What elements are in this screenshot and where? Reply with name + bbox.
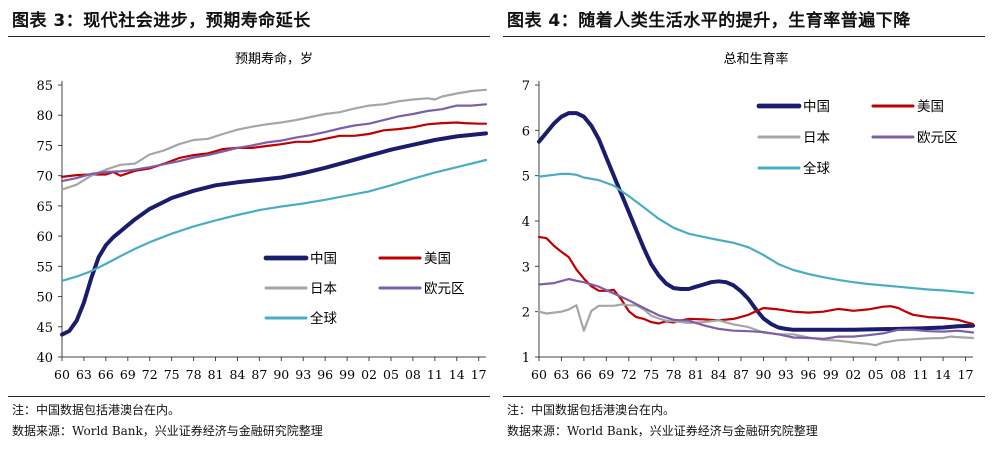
x-tick-label: 72 xyxy=(621,367,637,382)
legend-label: 日本 xyxy=(310,281,337,297)
y-tick-label: 1 xyxy=(522,351,530,366)
series-line-欧元区 xyxy=(60,103,488,183)
y-tick-label: 3 xyxy=(522,260,530,275)
x-tick-label: 75 xyxy=(164,367,180,382)
y-tick-label: 55 xyxy=(36,260,53,275)
y-tick-label: 45 xyxy=(36,321,53,336)
x-tick-label: 72 xyxy=(142,367,158,382)
y-tick-label: 4 xyxy=(522,215,530,230)
x-tick-label: 14 xyxy=(449,367,465,382)
x-tick-label: 05 xyxy=(868,367,884,382)
chart-title: 总和生育率 xyxy=(723,51,788,67)
x-tick-label: 08 xyxy=(405,367,421,382)
series-line-美国 xyxy=(537,235,975,325)
x-tick-label: 99 xyxy=(339,367,355,382)
y-tick-label: 50 xyxy=(36,291,53,306)
x-tick-label: 60 xyxy=(54,367,70,382)
y-tick-label: 60 xyxy=(36,230,53,245)
x-tick-label: 90 xyxy=(273,367,289,382)
figure-panel-fertility-rate: 图表 4：随着人类生活水平的提升，生育率普遍下降 总和生育率 1 2 3 4 5 6 7 60 6… xyxy=(503,0,985,451)
x-tick-label: 08 xyxy=(890,367,906,382)
legend-label: 中国 xyxy=(310,251,337,267)
y-tick-label: 70 xyxy=(36,170,53,185)
y-tick-label: 5 xyxy=(522,170,530,185)
x-tick-label: 02 xyxy=(845,367,861,382)
legend-label: 美国 xyxy=(424,251,451,267)
x-tick-label: 66 xyxy=(98,367,114,382)
series-line-美国 xyxy=(60,121,488,178)
notes: 注：中国数据包括港澳台在内。 数据来源：World Bank，兴业证券经济与金融… xyxy=(507,400,818,442)
x-tick-label: 96 xyxy=(317,367,333,382)
chart-title: 预期寿命，岁 xyxy=(235,51,313,67)
x-tick-label: 90 xyxy=(756,367,772,382)
y-tick-label: 75 xyxy=(36,139,53,154)
life-expectancy-chart: 预期寿命，岁 40 45 50 55 60 65 70 75 80 85 60 63 66 69 72 75 78… xyxy=(36,51,488,382)
y-tick-label: 6 xyxy=(522,124,530,139)
x-tick-label: 63 xyxy=(76,367,92,382)
y-tick-label: 85 xyxy=(36,79,53,94)
y-tick-label: 80 xyxy=(36,109,53,124)
series-line-中国 xyxy=(537,111,975,332)
x-tick-label: 99 xyxy=(823,367,839,382)
x-tick-label: 17 xyxy=(958,367,974,382)
x-tick-label: 14 xyxy=(935,367,951,382)
x-tick-label: 75 xyxy=(643,367,659,382)
figure-title: 图表 3：现代社会进步，预期寿命延长 xyxy=(12,11,311,31)
y-tick-label: 40 xyxy=(36,351,53,366)
notes-rule xyxy=(503,396,985,397)
legend-label: 全球 xyxy=(310,310,337,327)
series-line-全球 xyxy=(60,158,488,282)
y-tick-label: 2 xyxy=(522,306,530,321)
note-line: 注：中国数据包括港澳台在内。 xyxy=(12,403,181,417)
series-line-全球 xyxy=(537,172,975,295)
title-rule xyxy=(503,36,985,37)
figure-panel-life-expectancy: 图表 3：现代社会进步，预期寿命延长 预期寿命，岁 40 45 50 55 60 65 70 7… xyxy=(8,0,490,451)
legend-label: 日本 xyxy=(803,130,831,146)
note-line: 注：中国数据包括港澳台在内。 xyxy=(507,403,676,417)
x-tick-label: 11 xyxy=(913,367,929,382)
y-tick-label: 7 xyxy=(522,79,530,94)
legend-label: 中国 xyxy=(803,99,830,115)
figure-title: 图表 4：随着人类生活水平的提升，生育率普遍下降 xyxy=(507,11,911,31)
x-tick-label: 96 xyxy=(800,367,816,382)
legend-label: 全球 xyxy=(803,160,831,177)
series-line-欧元区 xyxy=(537,277,975,340)
x-tick-label: 02 xyxy=(361,367,377,382)
series-line-日本 xyxy=(60,88,488,191)
series-line-中国 xyxy=(60,131,488,337)
x-tick-label: 63 xyxy=(553,367,569,382)
x-tick-label: 84 xyxy=(711,367,727,382)
x-tick-label: 78 xyxy=(186,367,202,382)
x-tick-label: 78 xyxy=(666,367,682,382)
notes: 注：中国数据包括港澳台在内。 数据来源：World Bank，兴业证券经济与金融… xyxy=(12,400,323,442)
x-tick-label: 93 xyxy=(295,367,311,382)
x-tick-label: 17 xyxy=(471,367,487,382)
legend-label: 美国 xyxy=(917,99,944,115)
legend-label: 欧元区 xyxy=(917,130,958,146)
source-line: 数据来源：World Bank，兴业证券经济与金融研究院整理 xyxy=(12,424,323,438)
x-tick-label: 60 xyxy=(531,367,547,382)
y-tick-label: 65 xyxy=(36,200,53,215)
fertility-rate-chart: 总和生育率 1 2 3 4 5 6 7 60 63 66 69 72 75 78 81 84 87 90 93 96 99… xyxy=(522,51,975,382)
title-rule xyxy=(8,36,490,37)
x-tick-label: 81 xyxy=(208,367,224,382)
x-tick-label: 11 xyxy=(427,367,443,382)
x-tick-label: 93 xyxy=(778,367,794,382)
x-tick-label: 87 xyxy=(251,367,267,382)
x-tick-label: 81 xyxy=(688,367,704,382)
x-tick-label: 84 xyxy=(229,367,245,382)
x-tick-label: 69 xyxy=(598,367,614,382)
source-line: 数据来源：World Bank，兴业证券经济与金融研究院整理 xyxy=(507,424,818,438)
legend-label: 欧元区 xyxy=(424,281,465,297)
x-tick-label: 05 xyxy=(383,367,399,382)
x-tick-label: 66 xyxy=(576,367,592,382)
notes-rule xyxy=(8,396,490,397)
x-tick-label: 69 xyxy=(120,367,136,382)
x-tick-label: 87 xyxy=(733,367,749,382)
